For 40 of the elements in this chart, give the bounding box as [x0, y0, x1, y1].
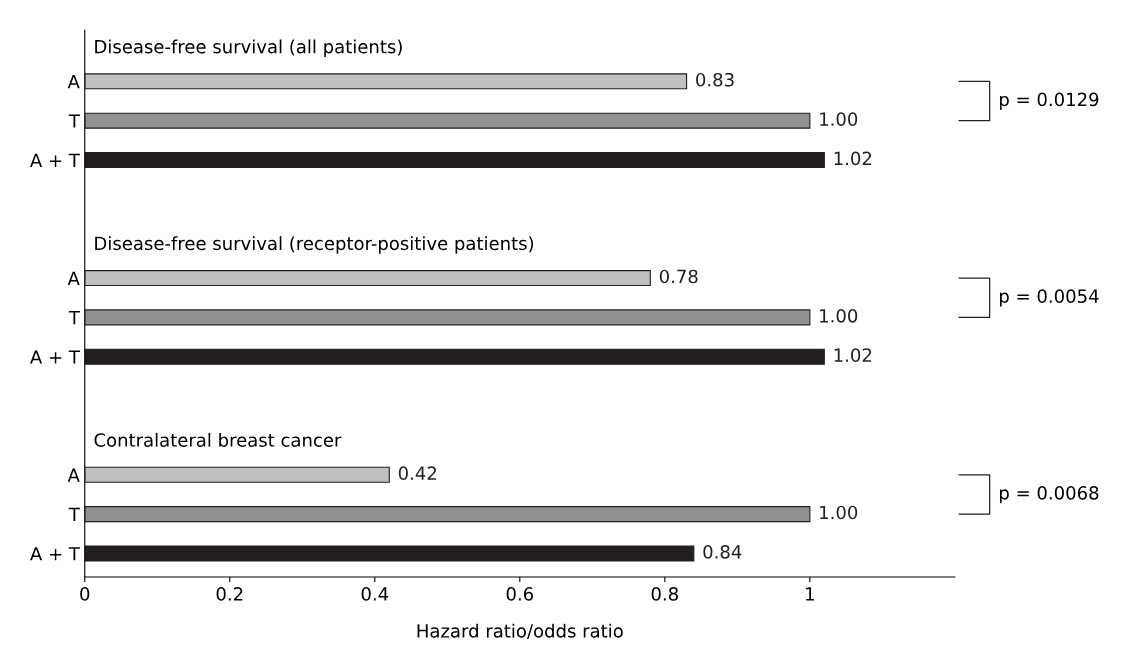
bar: [84, 151, 825, 169]
text: p = 0.0068: [999, 486, 1099, 504]
y-tick-label: A + T: [30, 350, 80, 364]
data-label: 1.02: [834, 348, 872, 362]
data-label: 1.00: [820, 308, 858, 323]
data-label: 0.42: [398, 466, 437, 481]
bar: [84, 270, 651, 287]
y-tick-label: T: [68, 507, 80, 521]
annotation: Disease-free survival (receptor-positive patients): [95, 236, 534, 254]
y-tick-label: A + T: [30, 547, 80, 561]
y-tick-label: A + T: [30, 153, 80, 167]
y-tick-label: A: [67, 75, 80, 89]
bar: [84, 112, 811, 129]
x-tick-label: 0.8: [651, 587, 678, 601]
x-tick-label: 0.2: [216, 587, 243, 601]
bar: [84, 466, 390, 483]
text: p = 0.0129: [999, 92, 1099, 110]
x-tick-label: 0: [80, 587, 90, 601]
text: p = 0.0054: [999, 289, 1099, 307]
data-label: 1.00: [820, 112, 858, 126]
data-label: 0.84: [703, 545, 742, 559]
bar: [84, 73, 688, 90]
y-tick-label: T: [68, 114, 80, 128]
bar: [84, 309, 811, 326]
x-tick-label: 0.4: [361, 587, 389, 601]
y-tick-label: A: [67, 271, 80, 285]
data-label: 0.78: [659, 269, 698, 284]
y-tick-label: A: [67, 468, 80, 482]
bar: [84, 545, 695, 562]
data-label: 0.83: [696, 72, 734, 87]
data-label: 1.02: [834, 151, 872, 166]
data-label: 1.00: [820, 505, 858, 520]
x-tick-label: 0.6: [506, 587, 534, 601]
annotation: Disease-free survival (all patients): [95, 39, 402, 57]
annotation: Contralateral breast cancer: [94, 432, 342, 447]
bar: [84, 506, 811, 523]
x-axis-title: Hazard ratio/odds ratio: [417, 623, 623, 640]
bar: [84, 348, 825, 365]
x-tick-label: 1: [806, 587, 814, 601]
y-tick-label: T: [68, 311, 80, 325]
